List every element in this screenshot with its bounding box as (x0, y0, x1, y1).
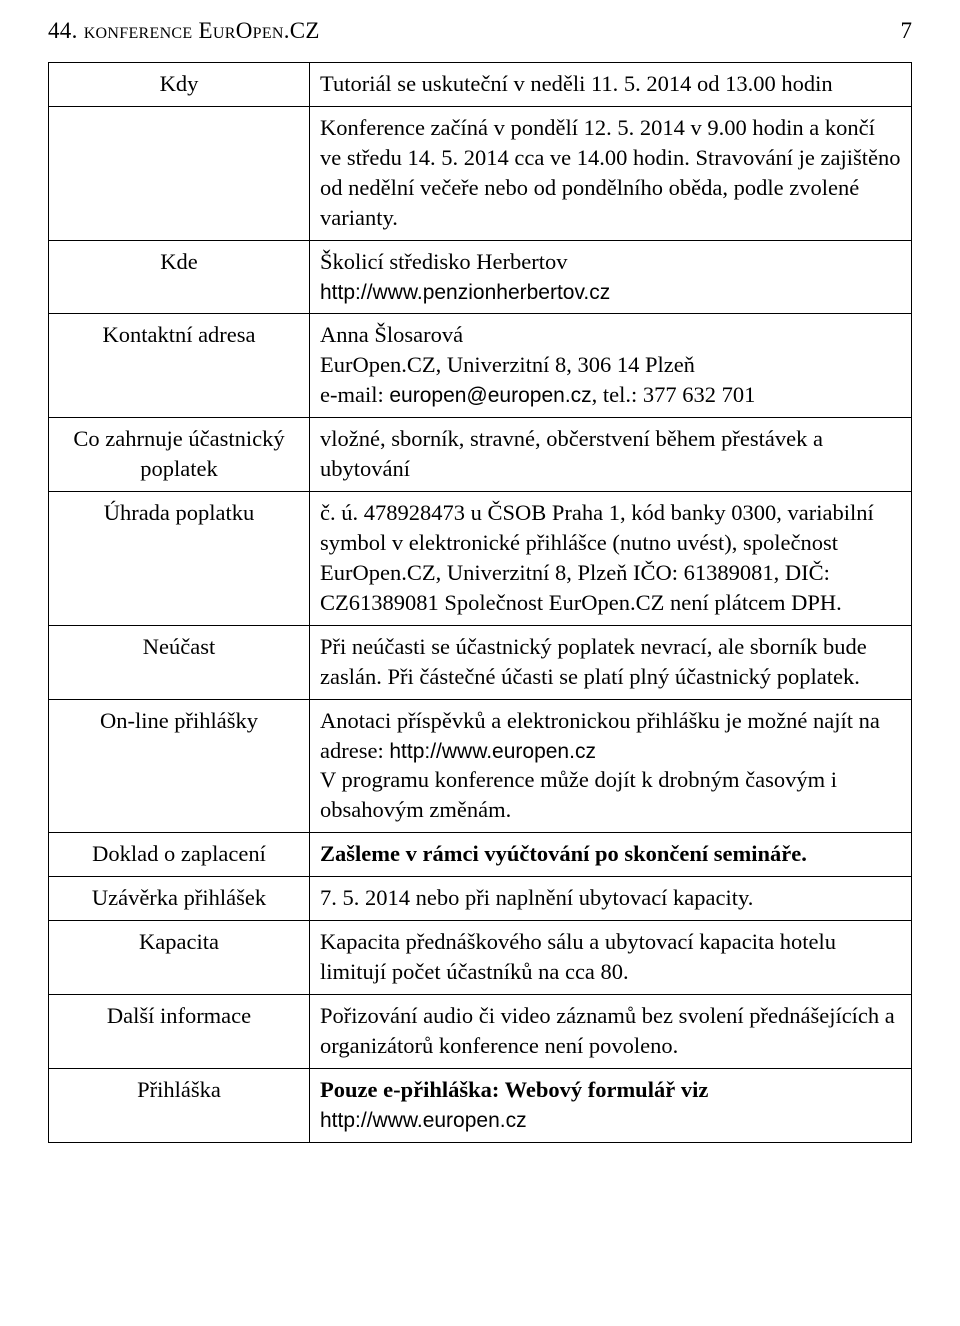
row-label: Doklad o zaplacení (49, 833, 310, 877)
table-row: Úhrada poplatkuč. ú. 478928473 u ČSOB Pr… (49, 492, 912, 626)
table-row: KdeŠkolicí středisko Herbertovhttp://www… (49, 240, 912, 314)
table-row: Kontaktní adresaAnna ŠlosarováEurOpen.CZ… (49, 314, 912, 418)
row-value: č. ú. 478928473 u ČSOB Praha 1, kód bank… (310, 492, 912, 626)
row-label: Další informace (49, 994, 310, 1068)
table-row: Další informacePořizování audio či video… (49, 994, 912, 1068)
row-value: Při neúčasti se účastnický poplatek nevr… (310, 625, 912, 699)
table-row: PřihláškaPouze e-přihláška: Webový formu… (49, 1068, 912, 1142)
row-value: Pouze e-přihláška: Webový formulář vizht… (310, 1068, 912, 1142)
row-value: Pořizování audio či video záznamů bez sv… (310, 994, 912, 1068)
row-value: Konference začíná v pondělí 12. 5. 2014 … (310, 106, 912, 240)
header-title: 44. konference EurOpen.CZ (48, 18, 320, 44)
table-row: Uzávěrka přihlášek7. 5. 2014 nebo při na… (49, 877, 912, 921)
row-label: Co zahrnuje účastnický poplatek (49, 418, 310, 492)
table-row: Doklad o zaplaceníZašleme v rámci vyúčto… (49, 833, 912, 877)
info-table-body: KdyTutoriál se uskuteční v neděli 11. 5.… (49, 63, 912, 1143)
table-row: Konference začíná v pondělí 12. 5. 2014 … (49, 106, 912, 240)
row-value: Anna ŠlosarováEurOpen.CZ, Univerzitní 8,… (310, 314, 912, 418)
row-label: Uzávěrka přihlášek (49, 877, 310, 921)
row-label: Kapacita (49, 921, 310, 995)
table-row: NeúčastPři neúčasti se účastnický poplat… (49, 625, 912, 699)
row-label: Kde (49, 240, 310, 314)
row-value: 7. 5. 2014 nebo při naplnění ubytovací k… (310, 877, 912, 921)
table-row: On-line přihláškyAnotaci příspěvků a ele… (49, 699, 912, 833)
page-header: 44. konference EurOpen.CZ 7 (48, 18, 912, 44)
row-value: Tutoriál se uskuteční v neděli 11. 5. 20… (310, 63, 912, 107)
row-label (49, 106, 310, 240)
row-label: Přihláška (49, 1068, 310, 1142)
row-value: Kapacita přednáškového sálu a ubytovací … (310, 921, 912, 995)
row-label: Kontaktní adresa (49, 314, 310, 418)
table-row: KdyTutoriál se uskuteční v neděli 11. 5.… (49, 63, 912, 107)
row-label: Úhrada poplatku (49, 492, 310, 626)
row-value: vložné, sborník, stravné, občerstvení bě… (310, 418, 912, 492)
row-value: Anotaci příspěvků a elektronickou přihlá… (310, 699, 912, 833)
row-label: Kdy (49, 63, 310, 107)
table-row: KapacitaKapacita přednáškového sálu a ub… (49, 921, 912, 995)
row-value: Zašleme v rámci vyúčtování po skončení s… (310, 833, 912, 877)
page: 44. konference EurOpen.CZ 7 KdyTutoriál … (0, 0, 960, 1326)
page-number: 7 (901, 18, 913, 44)
row-label: On-line přihlášky (49, 699, 310, 833)
info-table: KdyTutoriál se uskuteční v neděli 11. 5.… (48, 62, 912, 1143)
row-value: Školicí středisko Herbertovhttp://www.pe… (310, 240, 912, 314)
row-label: Neúčast (49, 625, 310, 699)
table-row: Co zahrnuje účastnický poplatekvložné, s… (49, 418, 912, 492)
